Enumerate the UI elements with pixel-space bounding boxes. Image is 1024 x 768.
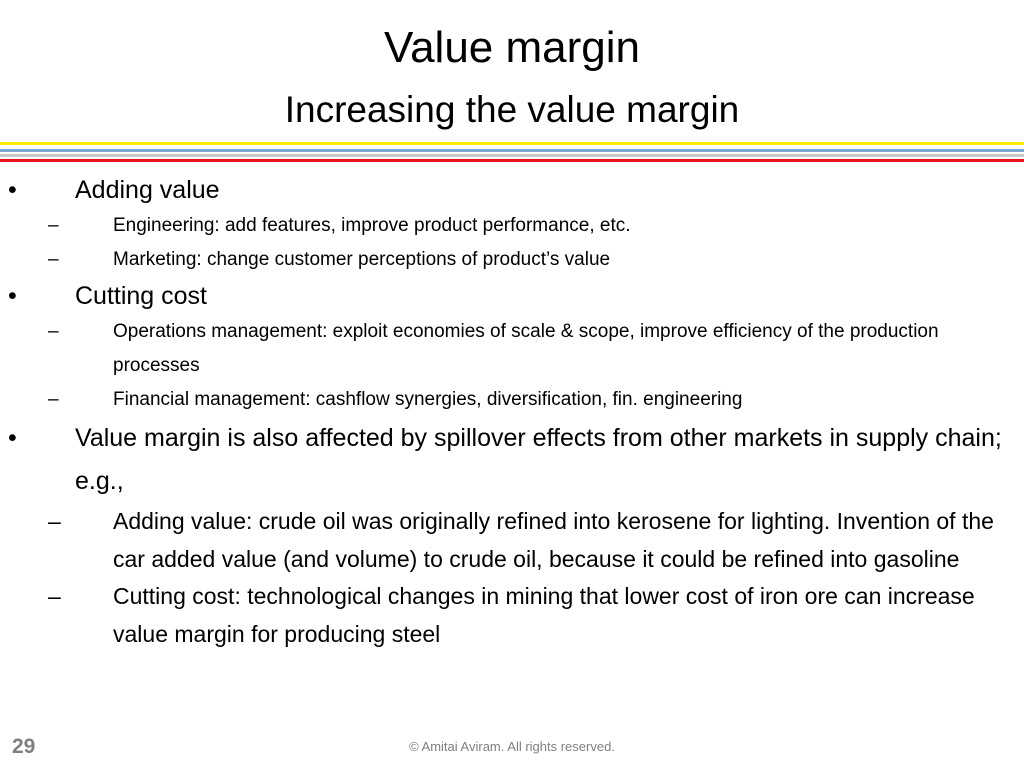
bullet-marker: • bbox=[8, 176, 17, 204]
bullet: • Value margin is also affected by spillo… bbox=[0, 417, 1010, 503]
copyright: © Amitai Aviram. All rights reserved. bbox=[409, 739, 615, 754]
bullet-marker: – bbox=[48, 508, 61, 534]
bullet-marker: • bbox=[8, 282, 17, 310]
stripe bbox=[0, 159, 1024, 162]
bullet-marker: – bbox=[48, 249, 59, 270]
bullet-text: Cutting cost bbox=[75, 282, 208, 310]
bullet: • Adding value bbox=[0, 171, 1010, 209]
bullet-text: Engineering: add features, improve produ… bbox=[113, 215, 631, 236]
sub-bullet: – Financial management: cashflow synergie… bbox=[0, 383, 1003, 417]
sub-bullet: – Cutting cost: technological changes in … bbox=[0, 578, 1003, 653]
bullet-text: Adding value: crude oil was originally r… bbox=[113, 508, 994, 572]
bullet-text: Operations management: exploit economies… bbox=[113, 321, 939, 376]
bullet-text: Marketing: change customer perceptions o… bbox=[113, 249, 611, 270]
stripe bbox=[0, 154, 1024, 157]
bullet-list: • Adding value – Engineering: add features,… bbox=[0, 171, 1024, 653]
stripe bbox=[0, 149, 1024, 152]
bullet-text: Value margin is also affected by spillov… bbox=[75, 424, 1002, 495]
stripe bbox=[0, 142, 1024, 145]
bullet-marker: – bbox=[48, 321, 59, 342]
sub-bullet: – Adding value: crude oil was originally … bbox=[0, 503, 1003, 578]
bullet-text: Financial management: cashflow synergies… bbox=[113, 389, 743, 410]
page-number: 29 bbox=[12, 735, 36, 758]
bullet-marker: – bbox=[48, 389, 59, 410]
slide-subtitle: Increasing the value margin bbox=[284, 89, 740, 130]
bullet: • Cutting cost bbox=[0, 277, 1010, 315]
sub-bullet: – Marketing: change customer perceptions … bbox=[0, 243, 1003, 277]
slide-title: Value margin bbox=[384, 23, 640, 72]
sub-bullet: – Operations management: exploit economie… bbox=[0, 315, 1003, 383]
bullet-text: Cutting cost: technological changes in m… bbox=[113, 583, 975, 647]
bullet-marker: • bbox=[8, 424, 17, 452]
bullet-marker: – bbox=[48, 215, 59, 236]
bullet-marker: – bbox=[48, 583, 61, 609]
bullet-text: Adding value bbox=[75, 176, 220, 204]
sub-bullet: – Engineering: add features, improve prod… bbox=[0, 209, 1003, 243]
